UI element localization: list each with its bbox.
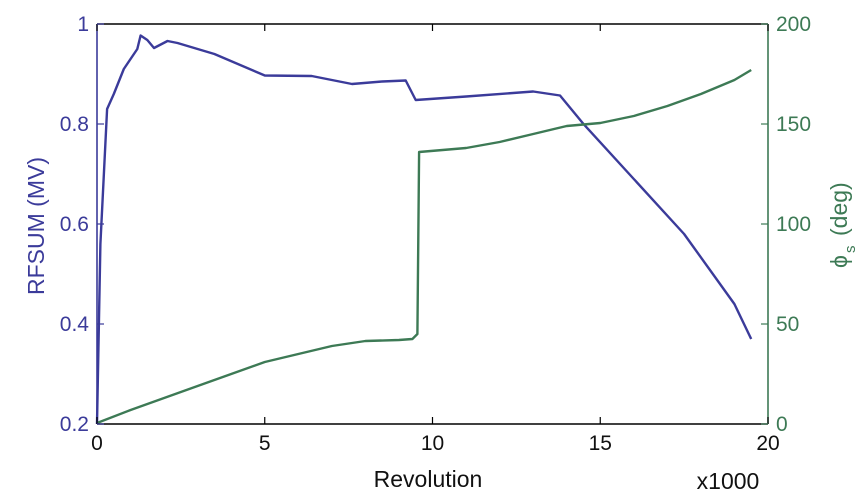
x-tick-label: 15 (589, 432, 612, 455)
right-tick-label: 0 (776, 413, 788, 436)
x-tick-label: 10 (421, 432, 444, 455)
x-tick-label: 5 (259, 432, 271, 455)
right-axis-label-unit: (deg) (826, 182, 852, 236)
x-axis-label: Revolution (374, 466, 483, 492)
phase-series-line (96, 68, 752, 425)
left-tick-label: 1 (77, 13, 89, 36)
rfsum-series-line (95, 34, 753, 425)
left-tick-label: 0.8 (60, 113, 89, 136)
right-axis-label-sub: s (842, 246, 859, 254)
series-layer (95, 34, 753, 425)
left-axis-label: RFSUM (MV) (23, 157, 49, 295)
left-tick-label: 0.6 (60, 213, 89, 236)
right-tick-label: 150 (776, 113, 811, 136)
x-tick-label: 20 (756, 432, 779, 455)
left-tick-label: 0.4 (60, 313, 90, 336)
left-tick-label: 0.2 (60, 413, 89, 436)
right-axis-label-main: ϕ (826, 255, 852, 268)
right-tick-label: 100 (776, 213, 811, 236)
x-multiplier-label: x1000 (697, 468, 760, 492)
x-tick-label: 0 (91, 432, 103, 455)
right-tick-label: 50 (776, 313, 799, 336)
right-axis-label: ϕ s (deg) (826, 182, 859, 268)
right-tick-label: 200 (776, 13, 811, 36)
